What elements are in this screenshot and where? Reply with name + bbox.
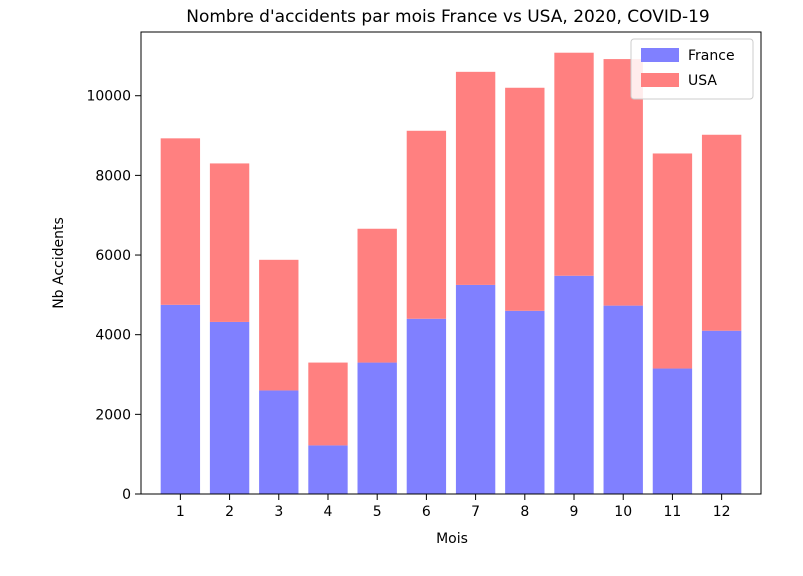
y-axis: 0 2000 4000 6000 8000 10000: [86, 89, 141, 503]
chart-title: Nombre d'accidents par mois France vs US…: [186, 7, 710, 27]
bar-usa-8: [505, 87, 545, 311]
bar-usa-10: [603, 59, 643, 306]
bar-france-12: [701, 330, 742, 494]
x-tick-label: 7: [471, 504, 480, 520]
x-tick-label: 2: [225, 504, 234, 520]
bar-france-1: [160, 304, 201, 494]
bar-usa-2: [209, 163, 250, 322]
bar-france-3: [259, 390, 299, 494]
legend-swatch-usa: [641, 73, 679, 87]
bar-france-9: [554, 275, 594, 494]
y-tick-label: 4000: [95, 328, 131, 344]
x-tick-label: 10: [614, 504, 632, 520]
bars-group: [160, 52, 742, 494]
x-tick-label: 8: [520, 504, 529, 520]
y-tick-label: 8000: [95, 168, 131, 184]
x-tick-label: 9: [570, 504, 579, 520]
x-tick-label: 1: [176, 504, 185, 520]
y-tick-label: 0: [122, 487, 131, 503]
bar-usa-1: [160, 138, 201, 305]
legend-swatch-france: [641, 48, 679, 62]
legend-label-france: France: [688, 48, 735, 64]
y-tick-label: 10000: [86, 89, 131, 105]
bar-france-8: [505, 310, 545, 494]
x-tick-label: 5: [373, 504, 382, 520]
x-tick-label: 3: [274, 504, 283, 520]
bar-france-7: [455, 284, 496, 494]
bar-france-4: [308, 445, 348, 494]
legend-label-usa: USA: [688, 73, 717, 89]
bar-usa-7: [455, 71, 496, 285]
bar-usa-12: [701, 134, 742, 331]
bar-france-6: [406, 318, 447, 494]
x-axis-label: Mois: [436, 531, 468, 547]
plot-frame: [140, 31, 762, 495]
bar-france-2: [209, 321, 250, 494]
y-axis-label: Nb Accidents: [51, 217, 67, 309]
bar-usa-5: [357, 228, 397, 363]
x-axis: 1 2 3 4 5 6 7 8 9 10 11 12: [176, 494, 731, 520]
bar-usa-6: [406, 130, 447, 319]
bar-usa-9: [554, 52, 594, 276]
y-tick-label: 6000: [95, 248, 131, 264]
bar-france-5: [357, 362, 397, 494]
x-tick-label: 4: [324, 504, 333, 520]
bar-france-10: [603, 305, 643, 494]
bar-usa-11: [652, 153, 693, 369]
y-tick-label: 2000: [95, 407, 131, 423]
legend: France USA: [630, 38, 754, 100]
bar-usa-4: [308, 362, 348, 446]
bar-france-11: [652, 368, 693, 494]
x-tick-label: 6: [422, 504, 431, 520]
x-tick-label: 11: [664, 504, 682, 520]
x-tick-label: 12: [713, 504, 731, 520]
bar-usa-3: [259, 259, 299, 391]
